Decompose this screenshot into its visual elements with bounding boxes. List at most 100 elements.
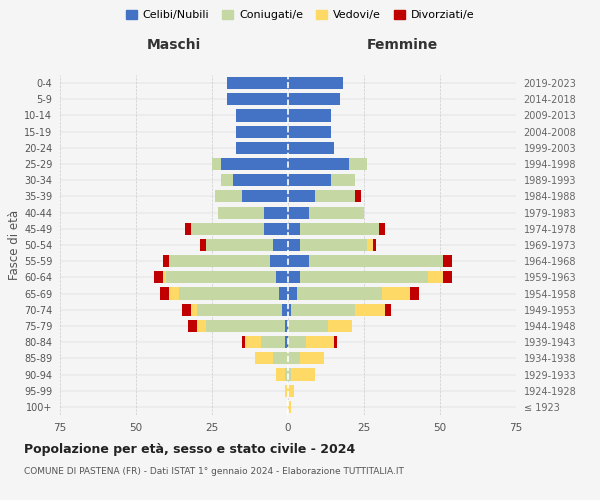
Bar bbox=[236, 126, 288, 138]
Bar bbox=[236, 142, 288, 154]
Bar bbox=[288, 142, 334, 154]
Bar bbox=[300, 272, 428, 283]
Bar bbox=[263, 222, 288, 235]
Bar bbox=[169, 288, 179, 300]
Bar bbox=[288, 255, 309, 268]
Bar bbox=[206, 239, 273, 251]
Bar bbox=[288, 401, 291, 413]
Bar bbox=[179, 288, 279, 300]
Bar bbox=[291, 368, 316, 380]
Bar bbox=[206, 320, 285, 332]
Bar bbox=[349, 158, 367, 170]
Bar bbox=[379, 222, 385, 235]
Bar bbox=[288, 368, 291, 380]
Bar bbox=[443, 272, 452, 283]
Text: Femmine: Femmine bbox=[367, 38, 437, 52]
Bar bbox=[188, 320, 197, 332]
Bar bbox=[270, 255, 288, 268]
Bar bbox=[331, 174, 355, 186]
Bar bbox=[200, 239, 206, 251]
Bar bbox=[288, 93, 340, 106]
Bar bbox=[154, 272, 163, 283]
Bar bbox=[185, 222, 191, 235]
Bar bbox=[227, 93, 288, 106]
Bar bbox=[288, 336, 306, 348]
Bar bbox=[300, 222, 379, 235]
Bar bbox=[288, 190, 316, 202]
Bar bbox=[263, 206, 288, 218]
Bar bbox=[291, 304, 355, 316]
Bar bbox=[212, 158, 221, 170]
Bar bbox=[282, 304, 288, 316]
Bar bbox=[227, 77, 288, 89]
Bar bbox=[334, 336, 337, 348]
Bar bbox=[166, 272, 276, 283]
Bar bbox=[197, 304, 282, 316]
Bar bbox=[288, 384, 294, 397]
Bar bbox=[288, 158, 349, 170]
Bar bbox=[288, 206, 309, 218]
Bar bbox=[410, 288, 419, 300]
Bar bbox=[273, 352, 288, 364]
Bar bbox=[288, 174, 331, 186]
Bar bbox=[218, 206, 263, 218]
Bar bbox=[221, 174, 233, 186]
Bar bbox=[288, 110, 331, 122]
Bar bbox=[355, 190, 361, 202]
Bar bbox=[373, 239, 376, 251]
Bar bbox=[215, 190, 242, 202]
Bar bbox=[300, 239, 367, 251]
Bar bbox=[443, 255, 452, 268]
Bar bbox=[300, 352, 325, 364]
Bar bbox=[288, 352, 300, 364]
Bar bbox=[288, 272, 300, 283]
Bar bbox=[233, 174, 288, 186]
Bar bbox=[245, 336, 260, 348]
Bar bbox=[288, 77, 343, 89]
Bar bbox=[367, 239, 373, 251]
Bar bbox=[309, 206, 364, 218]
Bar bbox=[285, 336, 288, 348]
Bar bbox=[385, 304, 391, 316]
Text: Maschi: Maschi bbox=[147, 38, 201, 52]
Y-axis label: Fasce di età: Fasce di età bbox=[8, 210, 21, 280]
Bar bbox=[182, 304, 191, 316]
Bar bbox=[316, 190, 355, 202]
Bar bbox=[191, 222, 263, 235]
Bar bbox=[279, 288, 288, 300]
Bar bbox=[288, 288, 297, 300]
Bar bbox=[191, 304, 197, 316]
Bar bbox=[197, 320, 206, 332]
Bar bbox=[297, 288, 382, 300]
Bar bbox=[254, 352, 273, 364]
Bar bbox=[221, 158, 288, 170]
Bar bbox=[328, 320, 352, 332]
Bar bbox=[288, 239, 300, 251]
Bar bbox=[285, 384, 288, 397]
Bar bbox=[273, 239, 288, 251]
Bar bbox=[382, 288, 410, 300]
Bar bbox=[169, 255, 270, 268]
Bar bbox=[288, 222, 300, 235]
Bar bbox=[355, 304, 385, 316]
Bar bbox=[163, 255, 169, 268]
Text: Popolazione per età, sesso e stato civile - 2024: Popolazione per età, sesso e stato civil… bbox=[24, 442, 355, 456]
Bar bbox=[288, 126, 331, 138]
Bar bbox=[428, 272, 443, 283]
Bar bbox=[236, 110, 288, 122]
Bar bbox=[285, 368, 288, 380]
Bar bbox=[288, 320, 328, 332]
Legend: Celibi/Nubili, Coniugati/e, Vedovi/e, Divorziati/e: Celibi/Nubili, Coniugati/e, Vedovi/e, Di… bbox=[121, 6, 479, 25]
Bar bbox=[242, 336, 245, 348]
Text: COMUNE DI PASTENA (FR) - Dati ISTAT 1° gennaio 2024 - Elaborazione TUTTITALIA.IT: COMUNE DI PASTENA (FR) - Dati ISTAT 1° g… bbox=[24, 468, 404, 476]
Bar bbox=[276, 368, 285, 380]
Bar bbox=[285, 320, 288, 332]
Bar bbox=[160, 288, 169, 300]
Bar bbox=[306, 336, 334, 348]
Bar bbox=[309, 255, 443, 268]
Bar bbox=[260, 336, 285, 348]
Bar bbox=[276, 272, 288, 283]
Bar bbox=[163, 272, 166, 283]
Bar bbox=[288, 304, 291, 316]
Bar bbox=[242, 190, 288, 202]
